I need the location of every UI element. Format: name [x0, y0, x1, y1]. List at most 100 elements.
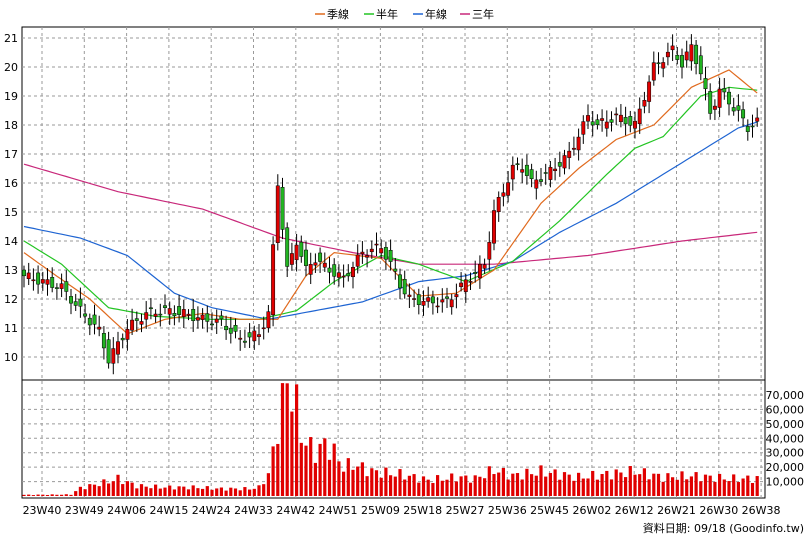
volume-bar — [718, 473, 722, 496]
candle-body-up — [553, 168, 558, 172]
candlestick — [355, 244, 360, 274]
volume-bar — [450, 473, 454, 496]
volume-bar — [83, 489, 87, 496]
candle-body-up — [322, 262, 327, 268]
candle-body-down — [708, 91, 713, 114]
candlestick — [92, 304, 97, 335]
candlestick — [101, 326, 106, 360]
candle-body-down — [722, 88, 727, 93]
x-tick-label: 26W12 — [615, 504, 654, 517]
candle-body-up — [144, 312, 149, 320]
candlestick — [247, 323, 252, 348]
candle-body-up — [487, 242, 492, 260]
candle-body-up — [571, 147, 576, 150]
candle-body-up — [365, 255, 370, 258]
volume-bar — [412, 474, 416, 496]
candlestick — [543, 163, 548, 185]
candlestick — [50, 267, 55, 293]
candle-body-up — [153, 313, 158, 317]
volume-bar — [323, 438, 327, 496]
volume-bar — [750, 483, 755, 496]
x-tick-label: 24W24 — [192, 504, 231, 517]
volume-bar — [666, 473, 670, 496]
volume-bar — [154, 484, 158, 496]
volume-bar — [318, 443, 322, 496]
volume-bar — [337, 461, 341, 496]
volume-tick-label: 40,000 — [766, 432, 805, 445]
volume-bar — [431, 483, 435, 496]
candlestick — [31, 268, 36, 291]
candle-body-down — [694, 44, 699, 65]
candle-body-down — [92, 314, 97, 325]
candle-body-down — [445, 296, 449, 299]
candle-body-down — [539, 179, 543, 182]
candlestick — [351, 261, 355, 289]
candlestick — [496, 191, 501, 222]
volume-bar — [407, 475, 411, 496]
candle-body-down — [22, 269, 26, 277]
candlestick — [614, 107, 619, 125]
candle-body-down — [736, 105, 741, 111]
candle-body-up — [167, 308, 172, 315]
volume-bar — [215, 488, 219, 496]
volume-bar — [685, 479, 689, 496]
volume-bar — [619, 472, 623, 496]
candlestick — [308, 252, 313, 285]
candlestick — [694, 39, 699, 75]
candle-body-up — [130, 319, 135, 331]
candle-body-down — [346, 273, 351, 277]
candlestick — [313, 253, 318, 273]
legend-label: 三年 — [472, 7, 494, 21]
volume-bar — [27, 494, 31, 496]
candlestick — [163, 294, 167, 314]
candle-body-up — [31, 279, 36, 282]
candlestick — [661, 57, 666, 78]
candlestick — [59, 273, 64, 298]
price-tick-label: 17 — [4, 148, 18, 161]
footer: 資料日期: 09/18 (Goodinfo.tw) — [643, 520, 804, 536]
volume-bar — [346, 458, 350, 496]
candlestick — [567, 141, 572, 170]
volume-bar — [64, 494, 68, 496]
candle-body-up — [271, 244, 276, 316]
volume-bar — [31, 495, 35, 496]
volume-bar — [675, 479, 679, 496]
candle-body-up — [520, 169, 525, 173]
candle-body-up — [421, 300, 426, 306]
candlestick — [576, 128, 581, 161]
candlestick — [745, 119, 750, 141]
candlestick — [651, 51, 656, 86]
volume-bar — [191, 485, 195, 496]
candle-body-up — [440, 299, 445, 303]
candle-body-up — [642, 99, 647, 107]
volume-bar — [360, 462, 364, 496]
candlestick — [492, 199, 496, 251]
volume-bar — [741, 478, 745, 496]
volume-bar — [426, 479, 430, 496]
volume-bar — [135, 488, 139, 496]
volume-bar — [553, 469, 557, 496]
candle-body-up — [97, 326, 102, 330]
candlestick — [167, 301, 172, 325]
candlestick — [388, 239, 393, 271]
candle-body-down — [731, 107, 736, 112]
candlesticks — [22, 34, 760, 375]
candle-body-up — [614, 113, 619, 116]
candle-body-up — [717, 88, 722, 108]
candle-body-up — [294, 244, 299, 261]
candlestick — [665, 42, 670, 66]
candle-body-down — [233, 325, 238, 332]
legend-label: 半年 — [376, 7, 398, 21]
candlestick — [586, 104, 590, 129]
candle-body-up — [633, 120, 637, 129]
candlestick — [304, 241, 308, 277]
volume-bar — [224, 490, 228, 496]
volume-bar — [525, 468, 529, 496]
candle-body-down — [87, 317, 92, 326]
candle-body-down — [54, 287, 59, 289]
candle-body-up — [351, 267, 355, 278]
x-tick-label: 25W45 — [530, 504, 569, 517]
volume-bar — [252, 488, 256, 496]
candle-body-down — [745, 126, 750, 132]
x-tick-label: 25W09 — [361, 504, 400, 517]
